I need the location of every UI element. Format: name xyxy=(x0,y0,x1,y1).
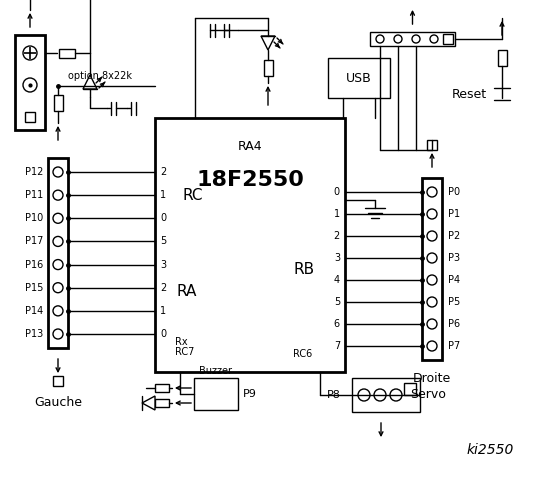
Text: 2: 2 xyxy=(160,167,166,177)
Text: 0: 0 xyxy=(334,187,340,197)
Bar xyxy=(352,378,420,412)
Circle shape xyxy=(427,209,437,219)
Text: P3: P3 xyxy=(448,253,460,263)
Bar xyxy=(48,158,68,348)
Text: option 8x22k: option 8x22k xyxy=(68,71,132,81)
Circle shape xyxy=(53,213,63,223)
Circle shape xyxy=(53,260,63,270)
Text: 5: 5 xyxy=(334,297,340,307)
Text: P0: P0 xyxy=(448,187,460,197)
Bar xyxy=(263,60,273,76)
Circle shape xyxy=(390,389,402,401)
Text: RA: RA xyxy=(177,284,197,299)
Text: 1: 1 xyxy=(160,190,166,200)
Polygon shape xyxy=(142,396,155,410)
Text: P5: P5 xyxy=(448,297,460,307)
Text: P4: P4 xyxy=(448,275,460,285)
Circle shape xyxy=(427,275,437,285)
Circle shape xyxy=(53,306,63,316)
Circle shape xyxy=(53,283,63,293)
Bar xyxy=(498,50,507,66)
Text: 4: 4 xyxy=(334,275,340,285)
Text: P17: P17 xyxy=(25,237,43,246)
Circle shape xyxy=(427,319,437,329)
Circle shape xyxy=(412,35,420,43)
Text: P13: P13 xyxy=(25,329,43,339)
Text: Gauche: Gauche xyxy=(34,396,82,409)
Bar xyxy=(194,378,238,410)
Text: ki2550: ki2550 xyxy=(466,443,514,457)
Text: Buzzer: Buzzer xyxy=(200,366,232,376)
Circle shape xyxy=(23,46,37,60)
Text: P1: P1 xyxy=(448,209,460,219)
Text: Droite: Droite xyxy=(413,372,451,384)
Bar xyxy=(25,112,35,122)
Circle shape xyxy=(427,231,437,241)
Circle shape xyxy=(427,187,437,197)
Text: Servo: Servo xyxy=(410,388,446,401)
Bar xyxy=(370,32,455,46)
Circle shape xyxy=(23,78,37,92)
Bar xyxy=(443,34,453,44)
Text: P14: P14 xyxy=(25,306,43,316)
Text: P12: P12 xyxy=(25,167,43,177)
Circle shape xyxy=(394,35,402,43)
Text: 0: 0 xyxy=(160,213,166,223)
Text: RA4: RA4 xyxy=(238,140,262,153)
Text: 2: 2 xyxy=(160,283,166,293)
Circle shape xyxy=(427,341,437,351)
Bar xyxy=(155,118,345,372)
Bar xyxy=(53,376,63,386)
Text: P16: P16 xyxy=(25,260,43,270)
Circle shape xyxy=(427,253,437,263)
Circle shape xyxy=(53,329,63,339)
Bar xyxy=(155,384,169,392)
Circle shape xyxy=(53,237,63,246)
Text: 3: 3 xyxy=(160,260,166,270)
Bar xyxy=(404,383,416,395)
Text: RC: RC xyxy=(183,188,204,203)
Text: Reset: Reset xyxy=(452,87,487,100)
Text: 6: 6 xyxy=(334,319,340,329)
Circle shape xyxy=(427,297,437,307)
Text: P8: P8 xyxy=(327,390,341,400)
Circle shape xyxy=(374,389,386,401)
Circle shape xyxy=(53,167,63,177)
Bar xyxy=(422,178,442,360)
Bar xyxy=(54,95,62,111)
Text: RB: RB xyxy=(294,262,315,276)
Bar xyxy=(328,58,390,98)
Text: RC6: RC6 xyxy=(294,349,312,359)
Text: 1: 1 xyxy=(160,306,166,316)
Text: P9: P9 xyxy=(243,389,257,399)
Circle shape xyxy=(376,35,384,43)
Text: P2: P2 xyxy=(448,231,460,241)
Text: P10: P10 xyxy=(25,213,43,223)
Text: Rx: Rx xyxy=(175,337,187,347)
Polygon shape xyxy=(261,36,275,50)
Text: 3: 3 xyxy=(334,253,340,263)
Text: RC7: RC7 xyxy=(175,347,194,357)
Text: 7: 7 xyxy=(334,341,340,351)
Bar xyxy=(155,399,169,407)
Circle shape xyxy=(430,35,438,43)
Circle shape xyxy=(358,389,370,401)
Text: 1: 1 xyxy=(334,209,340,219)
Text: USB: USB xyxy=(346,72,372,84)
Text: P15: P15 xyxy=(25,283,43,293)
Text: P7: P7 xyxy=(448,341,460,351)
Text: 5: 5 xyxy=(160,237,166,246)
Text: 18F2550: 18F2550 xyxy=(196,170,304,190)
Bar xyxy=(15,35,45,130)
Polygon shape xyxy=(83,75,97,89)
Circle shape xyxy=(53,190,63,200)
Text: 0: 0 xyxy=(160,329,166,339)
Bar xyxy=(59,48,75,58)
Text: P6: P6 xyxy=(448,319,460,329)
Text: P11: P11 xyxy=(25,190,43,200)
Bar xyxy=(427,140,437,150)
Text: 2: 2 xyxy=(334,231,340,241)
